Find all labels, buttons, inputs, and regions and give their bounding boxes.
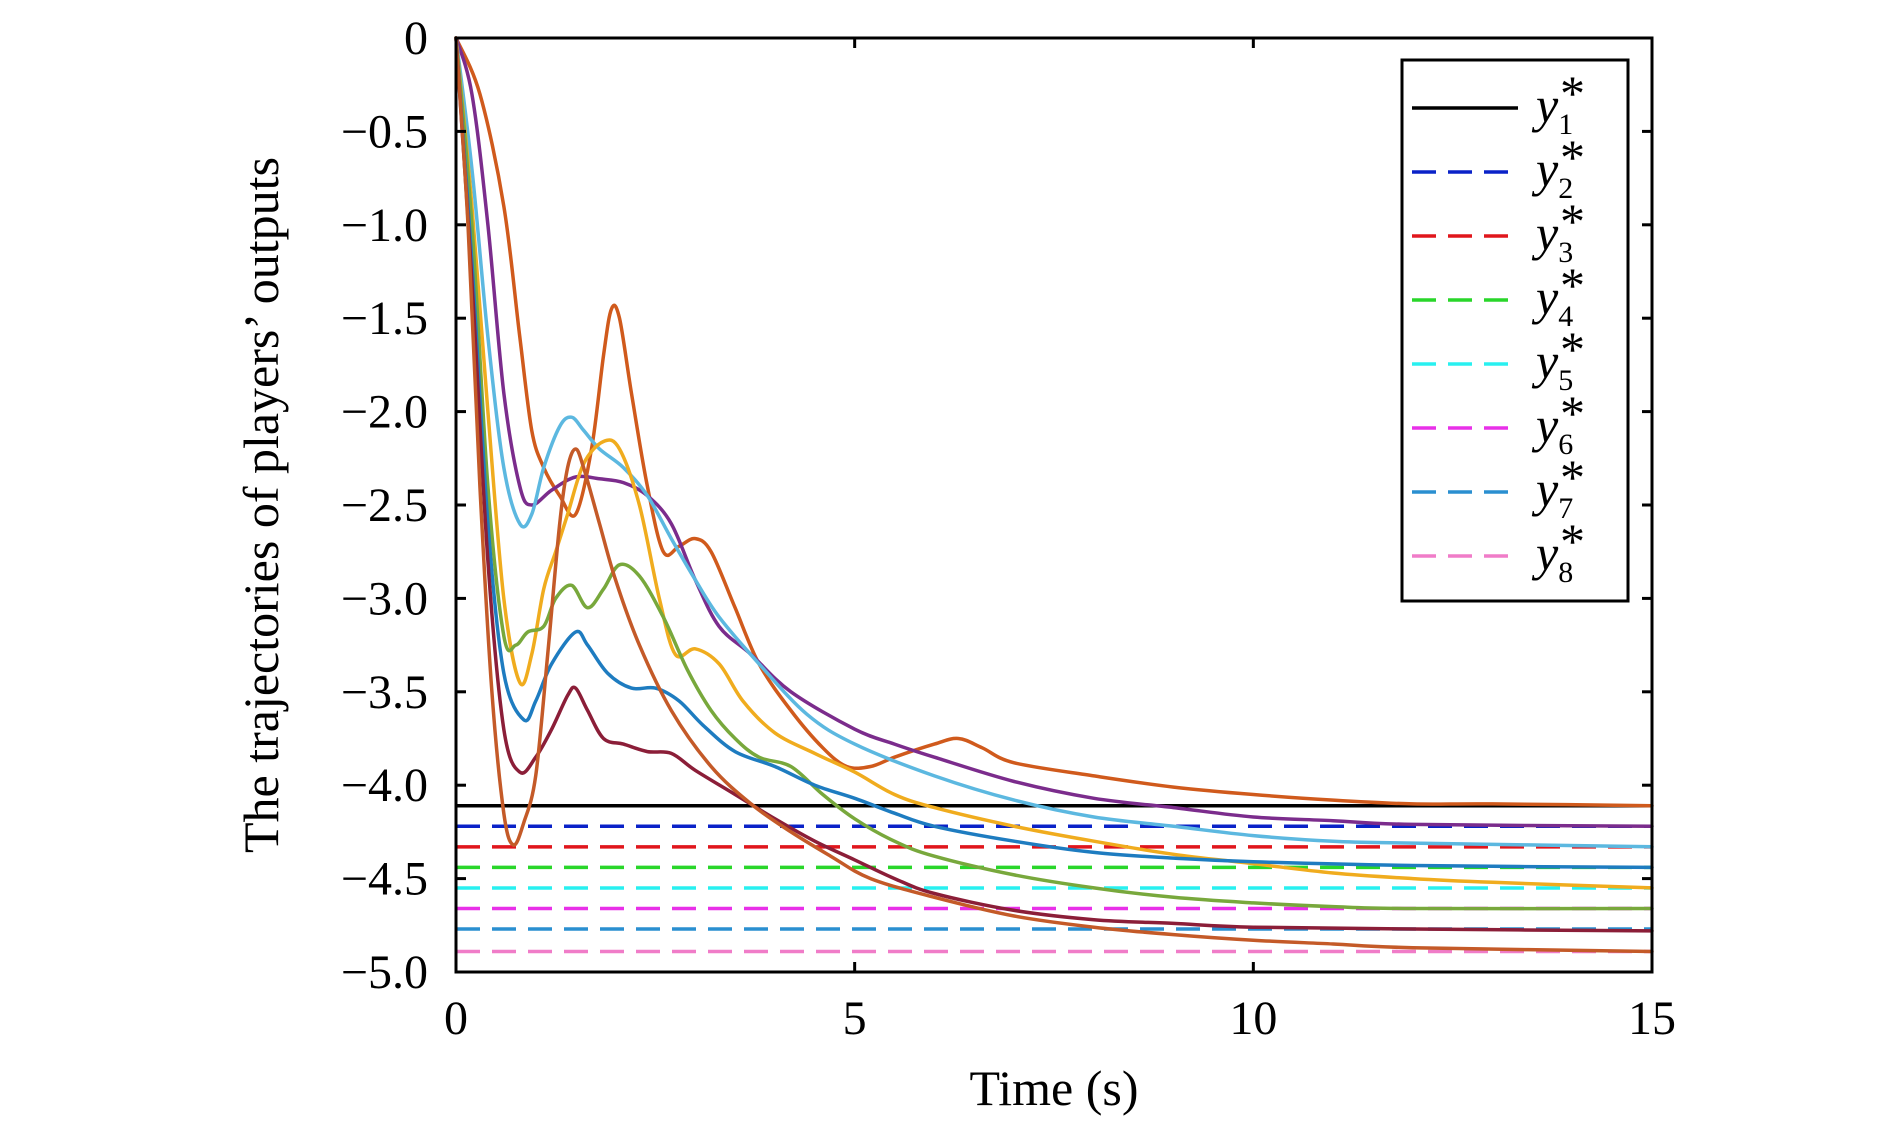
plot-lines	[454, 36, 1654, 954]
x-tick-label: 0	[444, 992, 468, 1045]
x-tick-label: 15	[1628, 992, 1676, 1045]
legend-label-1: y1	[1531, 77, 1573, 141]
trajectory-line-5	[454, 36, 1654, 911]
legend-label-3: y3	[1531, 205, 1573, 269]
x-tick-label: 5	[843, 992, 867, 1045]
legend-box	[1400, 58, 1630, 603]
y-tick-label: −3.0	[341, 572, 428, 625]
y-axis-label: The trajectories of players’ outputs	[233, 157, 289, 853]
legend: y1*y2*y3*y4*y5*y6*y7*y8*	[1400, 58, 1630, 603]
y-tick-label: −4.5	[341, 853, 428, 906]
legend-label-6: y6	[1531, 397, 1573, 461]
legend-star-2: *	[1560, 129, 1585, 185]
trajectory-line-6	[454, 36, 1654, 870]
legend-star-3: *	[1560, 193, 1585, 249]
legend-label-4: y4	[1531, 269, 1573, 333]
trajectory-line-8	[454, 36, 1654, 954]
y-tick-label: −0.5	[341, 105, 428, 158]
trajectory-line-3	[454, 36, 1654, 849]
y-tick-label: −5.0	[341, 946, 428, 999]
legend-star-8: *	[1560, 513, 1585, 569]
legend-star-5: *	[1560, 321, 1585, 377]
x-axis-label: Time (s)	[969, 1060, 1138, 1116]
axis-ticks: 0 5 10 15 0 −0.5 −1.0 −1.5 −2.0 −2.5 −3.0 −3.5 −4.0 −…	[341, 12, 1676, 1045]
legend-label-8: y8	[1531, 525, 1573, 589]
x-tick-label: 10	[1229, 992, 1277, 1045]
y-tick-label: −2.5	[341, 479, 428, 532]
legend-label-7: y7	[1531, 461, 1573, 525]
trajectory-line-7	[454, 36, 1654, 933]
legend-label-2: y2	[1531, 141, 1573, 205]
legend-star-4: *	[1560, 257, 1585, 313]
y-tick-label: −1.0	[341, 199, 428, 252]
y-tick-label: −2.0	[341, 386, 428, 439]
y-tick-label: −1.5	[341, 292, 428, 345]
y-tick-label: 0	[404, 12, 428, 65]
legend-star-7: *	[1560, 449, 1585, 505]
y-tick-label: −3.5	[341, 666, 428, 719]
trajectory-line-1	[454, 36, 1654, 808]
legend-star-6: *	[1560, 385, 1585, 441]
legend-star-1: *	[1560, 65, 1585, 121]
trajectory-line-2	[454, 36, 1654, 829]
trajectory-line-4	[454, 36, 1654, 890]
y-tick-label: −4.0	[341, 759, 428, 812]
legend-label-5: y5	[1531, 333, 1573, 397]
